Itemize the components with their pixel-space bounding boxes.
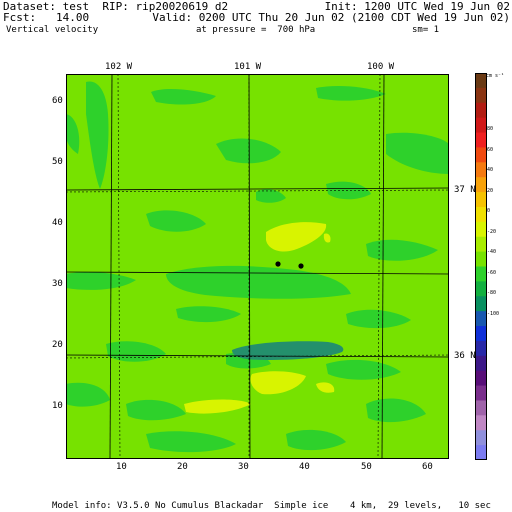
color-scale-label: -100 (487, 310, 500, 317)
y-tick-label: 60 (52, 96, 63, 106)
color-scale-swatch (475, 251, 487, 267)
color-scale-label: 0 (487, 208, 491, 214)
init-time-label: Init: 1200 UTC Wed 19 Jun 02 (324, 0, 510, 13)
y-tick-label: 20 (52, 340, 63, 350)
color-scale-label: -40 (487, 249, 497, 255)
upward-motion-core (266, 222, 327, 252)
forecast-hour-label: Fcst: 14.00 (3, 11, 90, 24)
color-scale-swatch (475, 370, 487, 387)
longitude-label-102w: 102 W (105, 62, 133, 72)
plot-frame (66, 74, 449, 459)
x-tick-label: 40 (299, 462, 310, 472)
y-tick-label: 40 (52, 218, 63, 228)
color-scale-label: 20 (487, 187, 494, 194)
color-scale-swatch (475, 147, 487, 163)
color-scale-swatch (475, 326, 487, 342)
color-scale-swatch (475, 340, 487, 357)
color-scale-swatch (475, 102, 487, 119)
vertical-velocity-map (66, 74, 449, 459)
latitude-label-37n: 37 N (454, 185, 476, 195)
color-scale-label: 80 (487, 126, 494, 132)
color-scale-swatch (475, 415, 487, 431)
color-scale-label: 40 (487, 167, 494, 173)
color-scale-label: -60 (487, 269, 497, 276)
station-marker (275, 261, 281, 267)
zero-velocity-background (66, 74, 449, 459)
color-scale-swatch (475, 311, 487, 327)
x-tick-label: 10 (116, 462, 127, 472)
color-scale-swatch (475, 385, 487, 401)
smoothing-label: sm= 1 (412, 25, 440, 35)
upward-motion-regions (184, 222, 335, 414)
color-scale-swatch (475, 73, 487, 89)
latitude-longitude-grid (66, 74, 449, 459)
color-scale-swatch (475, 430, 487, 446)
color-scale-label: -20 (487, 228, 497, 235)
color-scale-swatch (475, 206, 487, 223)
color-scale-swatch (475, 355, 487, 372)
color-scale-swatch (475, 236, 487, 253)
field-name-label: Vertical velocity (6, 25, 99, 35)
station-marker (298, 263, 304, 269)
color-scale-swatch (475, 445, 487, 460)
y-tick-label: 50 (52, 157, 63, 167)
dataset-label: Dataset: test RIP: rip20020619 d2 (3, 0, 229, 13)
y-tick-label: 10 (52, 401, 63, 411)
y-tick-label: 30 (52, 279, 63, 289)
color-scale-swatch (475, 266, 487, 282)
longitude-label-101w: 101 W (234, 62, 262, 72)
color-scale-swatch (475, 177, 487, 193)
longitude-label-100w: 100 W (367, 62, 395, 72)
color-scale-swatch (475, 162, 487, 178)
color-scale-bar (475, 73, 487, 460)
upward-motion-south (250, 371, 306, 395)
color-scale-swatch (475, 296, 487, 312)
color-scale-frame (475, 73, 487, 460)
x-tick-label: 20 (177, 462, 188, 472)
x-tick-label: 60 (422, 462, 433, 472)
color-scale-swatch (475, 132, 487, 148)
x-tick-label: 30 (238, 462, 249, 472)
color-scale-swatch (475, 221, 487, 238)
strong-downward-motion (232, 341, 344, 360)
color-scale-label: -80 (487, 290, 497, 296)
color-scale-swatch (475, 400, 487, 416)
x-tick-label: 50 (361, 462, 372, 472)
color-scale-units: cm s⁻¹ (486, 73, 505, 79)
model-info-label: Model info: V3.5.0 No Cumulus Blackadar … (52, 501, 491, 511)
color-scale-swatch (475, 192, 487, 208)
valid-time-label: Valid: 0200 UTC Thu 20 Jun 02 (2100 CDT … (152, 11, 510, 24)
pressure-level-label: at pressure = 700 hPa (196, 25, 316, 35)
color-scale-label: 60 (487, 146, 494, 153)
color-scale-swatch (475, 117, 487, 134)
latitude-label-36n: 36 N (454, 351, 476, 361)
color-scale-swatch (475, 281, 487, 297)
color-scale-swatch (475, 87, 487, 104)
